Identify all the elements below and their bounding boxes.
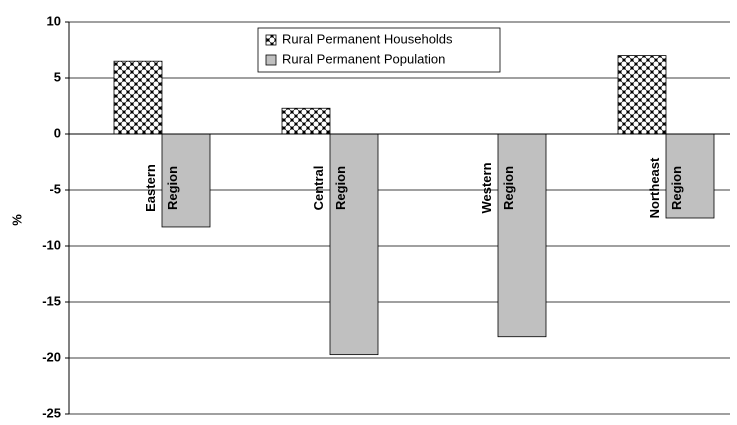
y-tick-label: 10 xyxy=(47,13,61,28)
legend-box xyxy=(257,27,501,73)
legend-label: Rural Permanent Population xyxy=(282,51,445,66)
x-tick-label: Central Region xyxy=(311,165,348,211)
bar xyxy=(665,133,715,219)
y-axis-label: % xyxy=(9,214,24,226)
bar xyxy=(617,55,667,135)
y-tick-label: -10 xyxy=(42,237,61,252)
legend-swatch xyxy=(265,34,277,46)
y-tick-label: 0 xyxy=(54,125,61,140)
bar xyxy=(113,60,163,135)
legend-label: Rural Permanent Households xyxy=(282,31,453,46)
x-tick-label: Western Region xyxy=(479,162,516,214)
bar xyxy=(497,133,547,338)
y-tick-label: 5 xyxy=(54,69,61,84)
y-tick-label: -5 xyxy=(49,181,61,196)
legend-swatch xyxy=(265,54,277,66)
y-tick-label: -20 xyxy=(42,349,61,364)
x-tick-label: Eastern Region xyxy=(143,164,180,212)
bar xyxy=(329,133,379,356)
bar xyxy=(161,133,211,228)
y-tick-label: -15 xyxy=(42,293,61,308)
y-tick-label: -25 xyxy=(42,405,61,420)
x-tick-label: Northeast Region xyxy=(647,157,684,219)
bar xyxy=(281,107,331,135)
